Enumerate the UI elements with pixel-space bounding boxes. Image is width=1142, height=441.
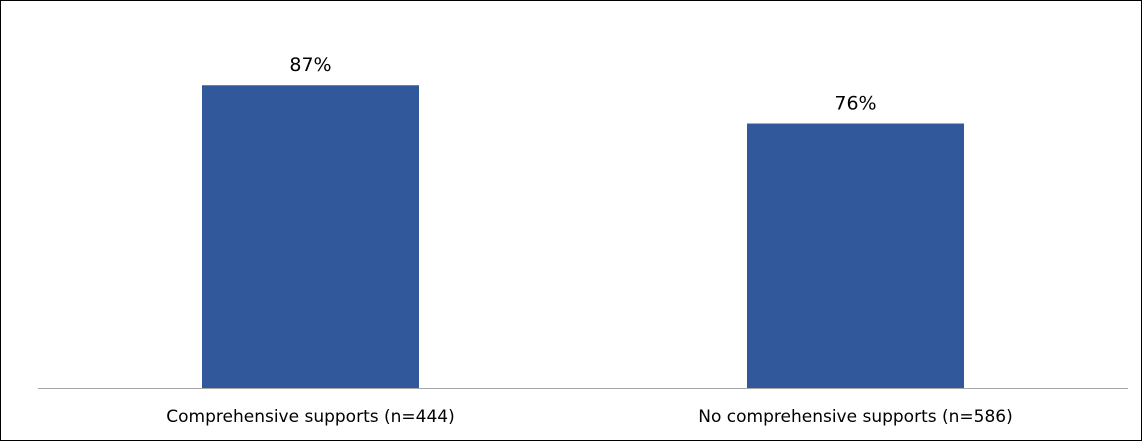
bars-layer: [202, 85, 964, 389]
bar-2: [747, 123, 964, 389]
bar-1: [202, 85, 419, 389]
data-label-2: 76%: [834, 93, 876, 115]
x-tick-label-1: Comprehensive supports (n=444): [166, 407, 454, 427]
data-label-1: 87%: [289, 54, 331, 76]
x-tick-labels-layer: Comprehensive supports (n=444) No compreh…: [166, 407, 1012, 427]
x-tick-label-2: No comprehensive supports (n=586): [698, 407, 1012, 427]
data-labels-layer: 87% 76%: [289, 54, 876, 114]
